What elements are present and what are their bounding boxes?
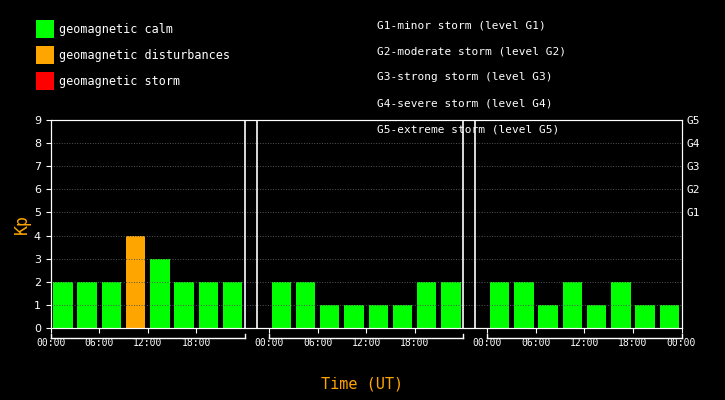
Bar [175, 282, 194, 328]
Text: G5-extreme storm (level G5): G5-extreme storm (level G5) [377, 124, 559, 134]
Bar [417, 282, 436, 328]
Bar [320, 305, 339, 328]
Text: geomagnetic disturbances: geomagnetic disturbances [59, 50, 231, 62]
Text: Time (UT): Time (UT) [321, 376, 404, 392]
Text: geomagnetic storm: geomagnetic storm [59, 76, 181, 88]
Text: G2-moderate storm (level G2): G2-moderate storm (level G2) [377, 46, 566, 56]
Bar [563, 282, 582, 328]
Bar [102, 282, 121, 328]
Bar [223, 282, 242, 328]
Bar [393, 305, 413, 328]
Bar [368, 305, 388, 328]
Text: G4-severe storm (level G4): G4-severe storm (level G4) [377, 98, 552, 108]
Bar [490, 282, 509, 328]
Bar [587, 305, 606, 328]
Bar [635, 305, 655, 328]
Bar [539, 305, 558, 328]
Text: G3-strong storm (level G3): G3-strong storm (level G3) [377, 72, 552, 82]
Bar [126, 236, 145, 328]
Bar [272, 282, 291, 328]
Bar [78, 282, 97, 328]
Bar [611, 282, 631, 328]
Bar [199, 282, 218, 328]
Bar [660, 305, 679, 328]
Bar [514, 282, 534, 328]
Text: G1-minor storm (level G1): G1-minor storm (level G1) [377, 20, 546, 30]
Text: geomagnetic calm: geomagnetic calm [59, 24, 173, 36]
Bar [344, 305, 364, 328]
Bar [442, 282, 461, 328]
Bar [53, 282, 72, 328]
Bar [150, 259, 170, 328]
Bar [296, 282, 315, 328]
Y-axis label: Kp: Kp [13, 214, 31, 234]
